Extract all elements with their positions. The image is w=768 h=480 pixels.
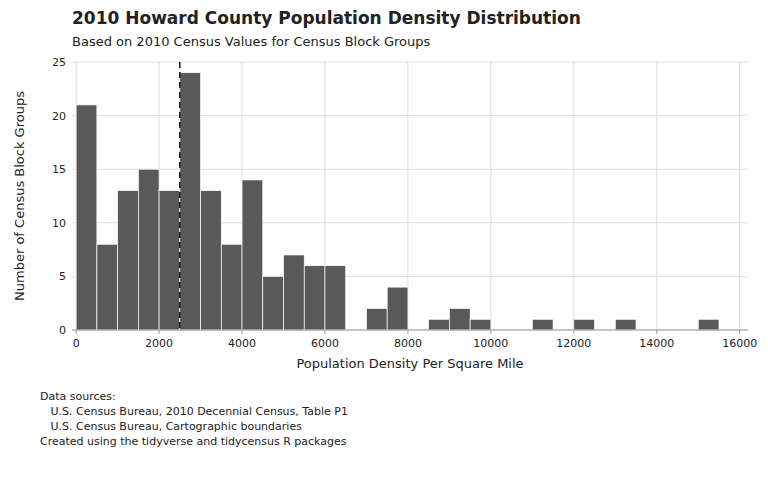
histogram-bar <box>138 169 159 330</box>
x-grid-line <box>573 62 574 330</box>
footnote-line: Data sources: <box>40 390 116 403</box>
y-grid-line <box>72 169 748 170</box>
histogram-bar <box>325 266 346 330</box>
histogram-bar <box>263 276 284 330</box>
x-tick <box>573 330 574 334</box>
y-axis-label: Number of Census Block Groups <box>12 91 27 301</box>
x-tick <box>739 330 740 334</box>
x-tick <box>159 330 160 334</box>
x-tick-label: 4000 <box>228 337 256 350</box>
histogram-bar <box>429 319 450 330</box>
histogram-bar <box>76 105 97 330</box>
x-tick <box>242 330 243 334</box>
y-tick-label: 25 <box>52 56 66 69</box>
histogram-bar <box>304 266 325 330</box>
histogram-bar <box>615 319 636 330</box>
footnote-line: Created using the tidyverse and tidycens… <box>40 435 347 448</box>
histogram-bar <box>159 191 180 330</box>
title: 2010 Howard County Population Density Di… <box>72 8 581 28</box>
y-grid-line <box>72 62 748 63</box>
footnote-line: U.S. Census Bureau, Cartographic boundar… <box>40 420 302 433</box>
histogram-bar <box>201 191 222 330</box>
x-tick <box>656 330 657 334</box>
histogram-bar <box>242 180 263 330</box>
x-tick-label: 14000 <box>639 337 674 350</box>
plot-area <box>76 62 719 330</box>
x-tick <box>324 330 325 334</box>
x-tick <box>76 330 77 334</box>
histogram-bar <box>284 255 305 330</box>
histogram-bar <box>118 191 139 330</box>
x-tick-label: 8000 <box>394 337 422 350</box>
histogram-bar <box>387 287 408 330</box>
histogram-bar <box>470 319 491 330</box>
histogram-bar <box>221 244 242 330</box>
histogram-bar <box>97 244 118 330</box>
x-grid-line <box>656 62 657 330</box>
x-grid-line <box>490 62 491 330</box>
y-tick-label: 15 <box>52 163 66 176</box>
x-axis-label: Population Density Per Square Mile <box>296 356 523 371</box>
x-tick-label: 12000 <box>556 337 591 350</box>
y-tick-label: 5 <box>59 270 66 283</box>
x-axis-line <box>72 330 748 331</box>
reference-line <box>179 62 181 330</box>
y-tick-label: 20 <box>52 110 66 123</box>
x-tick-label: 16000 <box>722 337 757 350</box>
x-tick-label: 10000 <box>473 337 508 350</box>
x-tick <box>407 330 408 334</box>
x-tick-label: 0 <box>73 337 80 350</box>
x-tick <box>490 330 491 334</box>
histogram-bar <box>366 309 387 330</box>
y-tick-label: 10 <box>52 217 66 230</box>
subtitle: Based on 2010 Census Values for Census B… <box>72 34 431 49</box>
y-grid-line <box>72 330 748 331</box>
histogram-bar <box>449 309 470 330</box>
y-grid-line <box>72 115 748 116</box>
chart: 2010 Howard County Population Density Di… <box>0 0 768 480</box>
x-tick-label: 6000 <box>311 337 339 350</box>
x-tick-label: 2000 <box>145 337 173 350</box>
grid <box>72 62 748 330</box>
y-tick-label: 0 <box>59 324 66 337</box>
footnote-line: U.S. Census Bureau, 2010 Decennial Censu… <box>40 405 348 418</box>
histogram-bar <box>532 319 553 330</box>
histogram-bar <box>574 319 595 330</box>
footnote: Data sources: U.S. Census Bureau, 2010 D… <box>40 390 348 448</box>
histogram-bar <box>180 73 201 330</box>
x-grid-line <box>739 62 740 330</box>
histogram-bar <box>698 319 719 330</box>
